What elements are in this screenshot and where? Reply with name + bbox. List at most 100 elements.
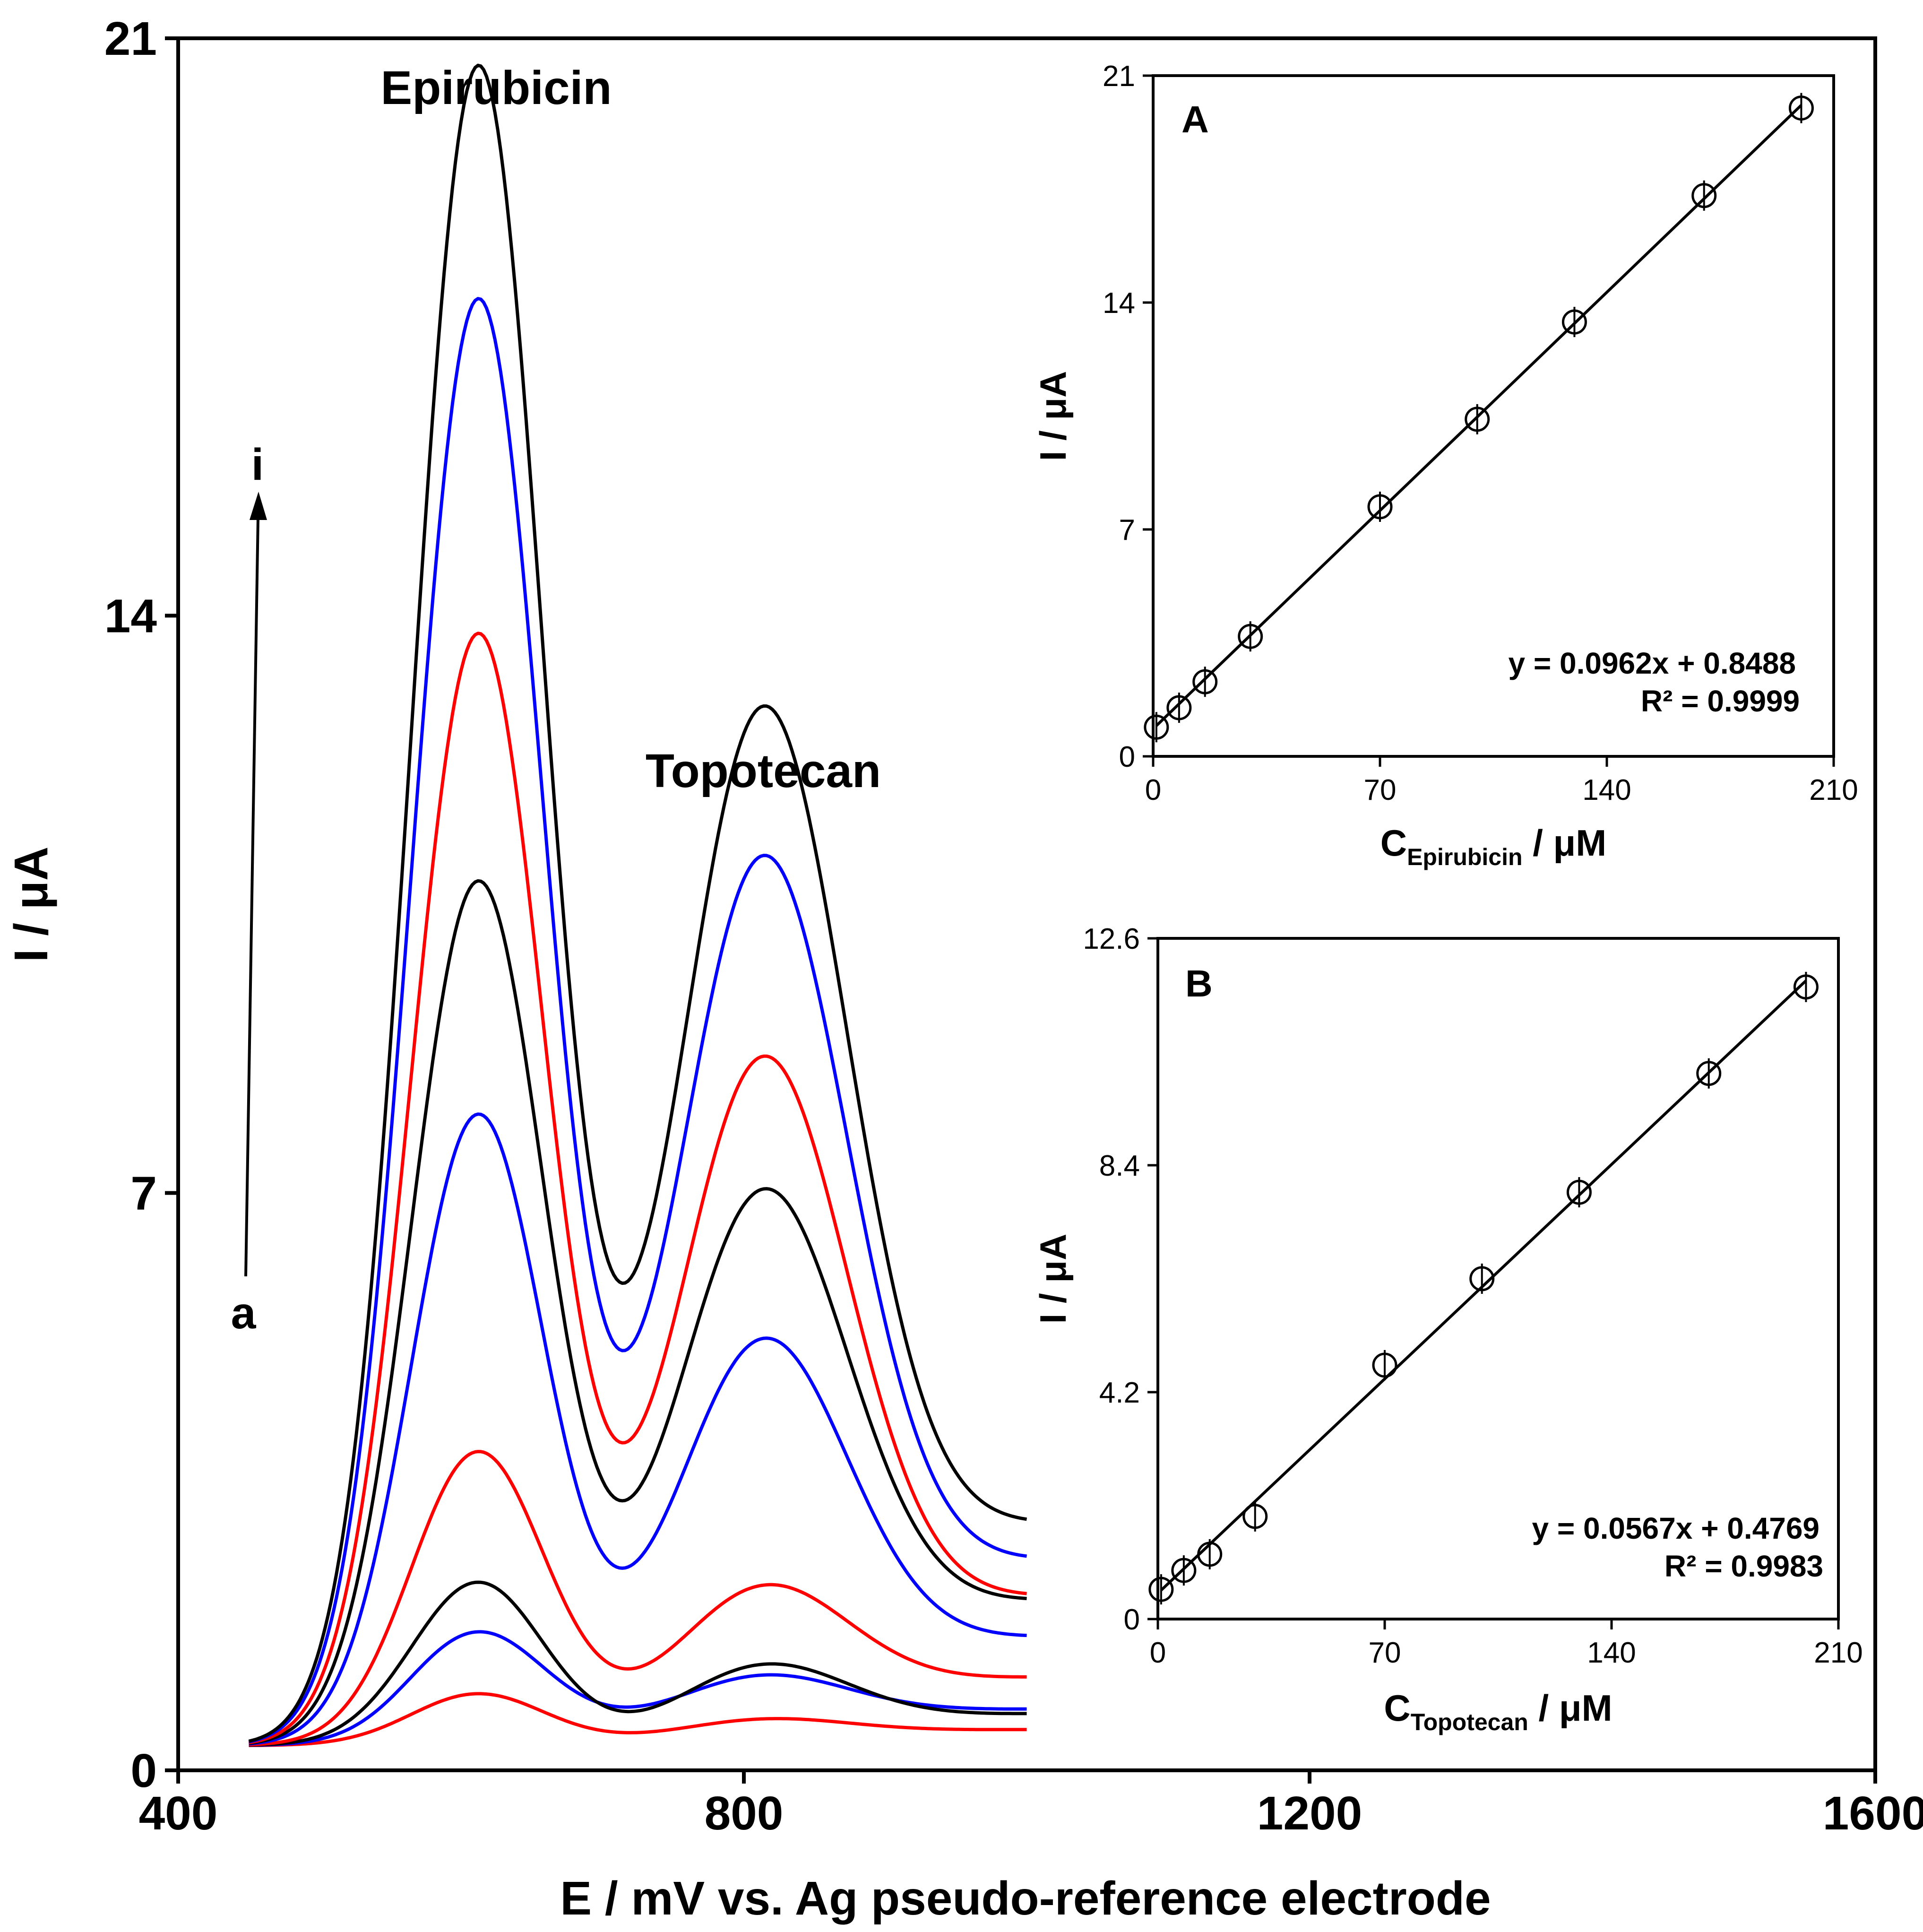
inset-b-marker: [1469, 1266, 1495, 1291]
inset-a-x-axis-title: CEpirubicin / μM: [1380, 822, 1607, 870]
curve-d: [249, 1450, 1027, 1747]
inset-b-x-title-unit: / μM: [1528, 1687, 1613, 1729]
inset-b-marker: [1148, 1577, 1174, 1602]
curve-i: [248, 63, 1027, 1743]
inset-a-x-tick-label: 210: [1809, 774, 1858, 806]
inset-a-data-points: [1144, 93, 1814, 743]
curve-g: [249, 632, 1027, 1744]
inset-a-data-point: [1192, 667, 1218, 697]
inset-b-data-point: [1793, 971, 1819, 1002]
inset-b-data-point: [1696, 1058, 1722, 1089]
inset-a-y-axis-title: I / μA: [1032, 371, 1074, 461]
inset-b-fit-line: [1160, 979, 1807, 1592]
main-y-tick-label: 0: [130, 1744, 157, 1797]
inset-b-x-tick-label: 140: [1587, 1637, 1636, 1669]
inset-a-y-tick-label: 21: [1103, 60, 1135, 93]
inset-b-y-tick-label: 4.2: [1099, 1377, 1140, 1409]
inset-a-axis-ticks: 0 70 140 210 0 7 14 21: [1103, 60, 1858, 806]
inset-b-r-squared: R² = 0.9983: [1664, 1549, 1823, 1583]
inset-b-data-point: [1372, 1350, 1397, 1380]
inset-a-x-title-unit: / μM: [1523, 822, 1607, 864]
main-y-tick-label: 7: [130, 1167, 157, 1220]
inset-a-x-tick-label: 70: [1364, 774, 1397, 806]
arrow-end-label: i: [251, 440, 264, 490]
inset-a-data-point: [1465, 404, 1490, 434]
inset-a-marker: [1238, 624, 1263, 649]
curve-a: [249, 1692, 1027, 1747]
curve-e: [249, 1112, 1027, 1746]
main-y-tick-label: 14: [104, 589, 157, 642]
inset-a-data-point: [1367, 492, 1393, 522]
inset-b-x-tick-label: 70: [1369, 1637, 1401, 1669]
inset-b-x-title-main: C: [1384, 1687, 1410, 1729]
inset-a-data-point: [1238, 621, 1263, 652]
inset-b-marker: [1372, 1352, 1397, 1378]
inset-b-data-point: [1171, 1555, 1197, 1586]
inset-a-data-point: [1788, 93, 1814, 123]
curve-c: [249, 1580, 1027, 1747]
inset-a-x-title-subscript: Epirubicin: [1407, 844, 1522, 870]
inset-b-data-point: [1242, 1501, 1268, 1532]
inset-a-marker: [1166, 695, 1192, 720]
inset-b-marker: [1171, 1558, 1197, 1583]
inset-b-data-point: [1148, 1574, 1174, 1605]
inset-a-r-squared: R² = 0.9999: [1641, 684, 1800, 718]
inset-b-marker: [1566, 1179, 1592, 1205]
inset-a-y-tick-label: 14: [1103, 287, 1135, 320]
inset-b-plot-frame: [1156, 937, 1840, 1620]
inset-b-data-point: [1469, 1264, 1495, 1294]
epirubicin-peak-label: Epirubicin: [381, 61, 612, 114]
inset-b-x-axis-title: CTopotecan / μM: [1384, 1687, 1612, 1735]
inset-a-panel-letter: A: [1181, 98, 1209, 140]
inset-b-marker: [1793, 974, 1819, 1000]
main-chart: 400 800 1200 1600 0 7 14 21 Epirubicin Topoteca…: [5, 12, 1923, 1925]
inset-b-axis-ticks: 0 70 140 210 0 4.2 8.4 12.6: [1083, 923, 1863, 1669]
inset-a-plot-frame: [1152, 74, 1835, 758]
topotecan-peak-label: Topotecan: [646, 745, 881, 797]
main-y-axis-title: I / μA: [5, 847, 58, 962]
inset-b-y-tick-label: 8.4: [1099, 1150, 1140, 1182]
inset-b-marker: [1197, 1542, 1223, 1567]
inset-a-x-title-main: C: [1380, 822, 1407, 864]
concentration-arrow-head: [250, 492, 267, 520]
main-plot-frame: [176, 36, 1877, 1772]
inset-a-data-point: [1144, 712, 1169, 743]
inset-a-equation: y = 0.0962x + 0.8488: [1508, 646, 1796, 680]
inset-b-equation: y = 0.0567x + 0.4769: [1532, 1511, 1820, 1545]
inset-a-marker: [1691, 183, 1717, 208]
inset-a-calibration-epirubicin: 0 70 140 210 0 7 14 21 A y = 0.0962x + 0.8488 R…: [1032, 60, 1858, 870]
inset-a-x-tick-label: 140: [1582, 774, 1631, 806]
inset-b-panel-letter: B: [1185, 962, 1213, 1005]
inset-b-marker: [1242, 1504, 1268, 1529]
inset-b-y-tick-label: 12.6: [1083, 923, 1140, 955]
inset-b-calibration-topotecan: 0 70 140 210 0 4.2 8.4 12.6 B y = 0.0567x + 0.4…: [1032, 923, 1863, 1735]
inset-a-data-point: [1691, 180, 1717, 211]
inset-b-y-tick-label: 0: [1124, 1603, 1140, 1636]
inset-b-y-axis-title: I / μA: [1032, 1234, 1074, 1324]
curve-h: [248, 297, 1027, 1744]
main-x-tick-label: 1200: [1257, 1787, 1362, 1840]
inset-b-x-tick-label: 210: [1814, 1637, 1863, 1669]
inset-b-data-point: [1197, 1539, 1223, 1569]
inset-a-y-tick-label: 7: [1119, 514, 1135, 546]
voltammogram-curves: [248, 63, 1027, 1747]
inset-a-marker: [1192, 669, 1218, 694]
arrow-start-label: a: [231, 1288, 257, 1338]
inset-b-data-points: [1148, 971, 1819, 1605]
inset-a-marker: [1465, 407, 1490, 432]
inset-a-marker: [1144, 714, 1169, 740]
inset-a-fit-line: [1155, 104, 1802, 727]
main-x-axis-title: E / mV vs. Ag pseudo-reference electrode: [560, 1872, 1491, 1925]
main-y-tick-label: 21: [104, 12, 157, 65]
inset-a-x-tick-label: 0: [1145, 774, 1161, 806]
inset-a-marker: [1561, 309, 1587, 335]
inset-b-data-point: [1566, 1177, 1592, 1208]
inset-a-data-point: [1166, 693, 1192, 723]
main-x-tick-label: 800: [705, 1787, 784, 1840]
main-x-tick-label: 400: [139, 1787, 218, 1840]
main-x-tick-label: 1600: [1823, 1787, 1923, 1840]
inset-a-data-point: [1561, 307, 1587, 338]
inset-b-x-tick-label: 0: [1150, 1637, 1166, 1669]
inset-a-marker: [1788, 95, 1814, 121]
